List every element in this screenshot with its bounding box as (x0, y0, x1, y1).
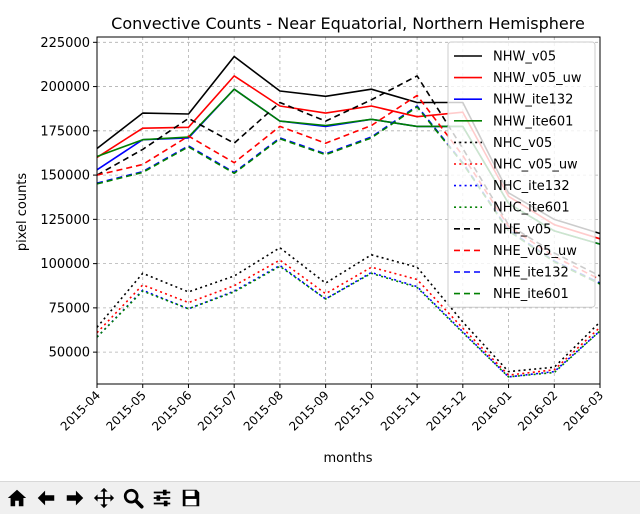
legend-label: NHE_v05_uw (493, 244, 577, 259)
sliders-icon (153, 489, 171, 507)
figure-canvas: 2015-04 2015-05 2015-06 2015-07 2015-08 2015-… (15, 14, 607, 466)
legend-label: NHE_ite601 (493, 287, 569, 302)
configure-subplots-button[interactable] (148, 484, 176, 512)
arrow-right-icon (66, 490, 84, 506)
y-tick-label: 50000 (49, 346, 90, 361)
y-axis: 50000 75000 100000 125000 150000 175000 200000… (40, 36, 97, 361)
pan-button[interactable] (90, 484, 118, 512)
y-tick-label: 125000 (40, 213, 90, 228)
back-button[interactable] (32, 484, 60, 512)
y-tick-label: 200000 (40, 80, 90, 95)
navigation-toolbar (0, 481, 640, 514)
legend-label: NHC_ite132 (493, 179, 570, 194)
x-axis-label: months (324, 451, 373, 466)
series-line-nhc-v05-uw (96, 259, 601, 376)
legend: NHW_v05 NHW_v05_uw NHW_ite132 NHW_ite601 NHC… (447, 41, 596, 308)
series-line-nhc-ite132 (96, 264, 601, 378)
legend-label: NHW_ite132 (493, 93, 573, 108)
legend-label: NHW_v05 (493, 50, 556, 65)
arrow-left-icon (37, 490, 55, 506)
legend-label: NHE_v05 (493, 222, 551, 237)
y-tick-label: 225000 (40, 36, 90, 51)
series-line-nhc-v05 (96, 246, 601, 373)
series-line-nhc-ite601 (96, 265, 601, 378)
y-tick-label: 150000 (40, 169, 90, 184)
y-tick-label: 175000 (40, 124, 90, 139)
floppy-disk-icon (182, 489, 200, 507)
chart-title: Convective Counts - Near Equatorial, Nor… (111, 14, 585, 33)
axes-frame (96, 36, 601, 385)
legend-label: NHC_v05 (493, 136, 552, 151)
zoom-button[interactable] (119, 484, 147, 512)
legend-label: NHW_v05_uw (493, 71, 582, 86)
legend-label: NHE_ite132 (493, 266, 569, 281)
forward-button[interactable] (61, 484, 89, 512)
legend-label: NHC_v05_uw (493, 158, 578, 173)
move-icon (93, 487, 115, 509)
y-tick-label: 75000 (49, 301, 90, 316)
legend-label: NHW_ite601 (493, 114, 573, 129)
home-button[interactable] (3, 484, 31, 512)
legend-box (447, 41, 596, 308)
home-icon (7, 489, 27, 507)
legend-label: NHC_ite601 (493, 201, 570, 216)
y-tick-label: 100000 (40, 257, 90, 272)
y-axis-label: pixel counts (15, 173, 30, 252)
save-button[interactable] (177, 484, 205, 512)
magnifier-icon (123, 488, 144, 509)
